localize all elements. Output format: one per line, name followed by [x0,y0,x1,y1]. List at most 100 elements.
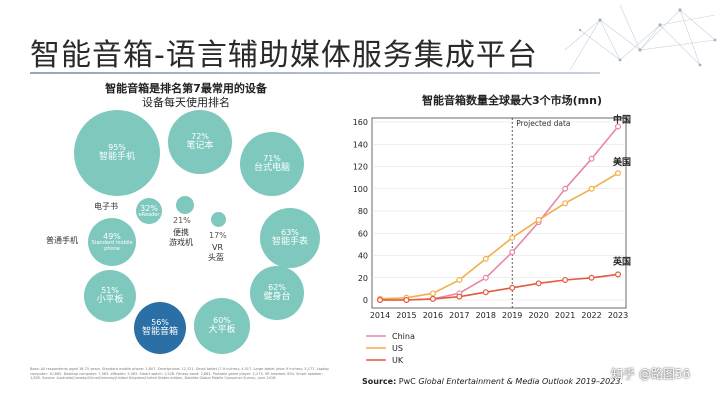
series-line-uk [380,273,619,301]
bubble-portable-console-pct: 21% [173,216,191,225]
line-chart: 0 20 40 60 80 100 120 140 160 2014 2015 2016 2017 201… [353,113,631,365]
bubble-laptop: 72% 笔记本 [168,110,232,174]
x-tick-label: 2016 [423,311,443,320]
x-tick-label: 2014 [370,311,390,320]
x-tick-label: 2015 [396,311,416,320]
data-point-us [482,255,489,262]
data-point-uk [377,297,384,304]
data-point-us [456,276,463,283]
legend-label: China [392,332,415,341]
title-divider [30,72,600,74]
series-end-label: 英国 [612,255,631,267]
data-point-uk [429,295,436,302]
data-point-us [615,170,622,177]
bubble-pct: 71% [263,154,281,164]
watermark-text: 知乎 @路图56 [611,367,691,381]
bubble-pct: 72% [191,132,209,142]
y-tick-label: 80 [358,207,368,216]
data-point-us [562,200,569,207]
data-point-uk [588,274,595,281]
label-portable-console-1: 便携 [173,228,189,237]
x-tick-label: 2021 [555,311,575,320]
x-tick-label: 2018 [476,311,496,320]
plot-frame [371,117,627,309]
bubble-pct: 51% [101,286,119,296]
label-vr-2: 头盔 [208,253,224,262]
watermark: 知乎 @路图56 [608,365,690,382]
series-line-china [380,125,619,301]
data-point-china [588,155,595,162]
legend-label: US [392,344,403,353]
series-end-label: 美国 [613,156,631,168]
data-point-china [509,249,516,256]
x-tick-label: 2020 [528,311,548,320]
data-point-uk [615,271,622,278]
device-usage-title: 智能音箱是排名第7最常用的设备 [105,82,267,95]
bubble-label: eReader [138,211,160,218]
bubble-pct: 60% [213,316,231,326]
data-point-uk [509,284,516,291]
bubble-label: 智能手表 [271,237,308,248]
legend-label: UK [392,356,404,365]
bubble-pct: 62% [268,283,286,293]
data-point-us [509,234,516,241]
bubble-fitness-band: 62% 健身台 [250,266,304,320]
survey-fine-print: Base: All respondents aged 18-75 years. … [30,367,329,381]
bubble-label: 台式电脑 [253,163,290,174]
x-tick-label: 2019 [502,311,522,320]
data-point-uk [456,293,463,300]
data-point-us [535,216,542,223]
bubble-portable-console [176,196,194,214]
data-point-uk [403,297,410,304]
y-tick-label: 0 [363,296,368,305]
data-point-uk [482,289,489,296]
y-tick-label: 20 [358,274,368,283]
source-prefix: Source: [362,377,397,386]
x-tick-label: 2022 [581,311,601,320]
bubble-label: 大平板 [208,325,236,336]
bubble-pct: 56% [151,318,169,328]
decorative-network-graphic [564,4,717,71]
data-point-china [482,274,489,281]
source-title: Global Entertainment & Media Outlook 201… [418,377,623,386]
source-org: PwC [396,377,419,386]
bubble-small-tablet: 51% 小平板 [84,270,136,322]
x-tick-label: 2023 [608,311,628,320]
y-tick-label: 100 [353,185,368,194]
bubble-label: 健身台 [263,292,291,303]
data-point-china [615,123,622,130]
chart-title: 智能音箱数量全球最大3个市场(mn) [421,94,602,107]
market-chart-panel: 智能音箱数量全球最大3个市场(mn) 0 20 40 60 80 100 120 140 160… [352,84,720,405]
bubble-pct: 32% [140,203,158,213]
y-tick-label: 40 [358,252,368,261]
series-line-us [379,172,619,300]
data-point-uk [562,276,569,283]
bubble-pct: 49% [103,231,121,241]
bubble-standard-phone: 49% Standard mobile phone [88,218,136,266]
bubble-label: 智能音箱 [141,327,178,338]
bubble-desktop: 71% 台式电脑 [240,132,304,196]
data-point-us [429,290,436,297]
bubble-pct: 63% [281,228,299,238]
label-ereader: 电子书 [94,202,118,211]
x-tick-label: 2017 [449,311,469,320]
slide-title: 智能音箱-语言辅助媒体服务集成平台 [30,38,538,73]
y-tick-label: 60 [358,229,368,238]
label-portable-console-2: 游戏机 [169,238,193,247]
bubble-smartphone: 95% 智能手机 [74,110,160,196]
bubble-label: 笔记本 [186,141,214,152]
data-point-uk [535,280,542,287]
y-tick-label: 140 [353,140,368,149]
bubble-large-tablet: 60% 大平板 [194,298,250,354]
bubble-pct: 95% [108,143,126,153]
data-point-us [588,185,595,192]
y-tick-label: 120 [353,163,368,172]
series-end-label: 中国 [613,113,631,125]
bubble-label: 小平板 [96,295,124,306]
bubble-label: Standard mobile phone [91,239,133,252]
y-tick-label: 160 [353,118,368,127]
bubble-label: 智能手机 [98,152,135,163]
device-usage-subtitle: 设备每天使用排名 [142,96,230,109]
bubble-vr-headset [211,212,226,227]
device-usage-panel: 智能音箱是排名第7最常用的设备 设备每天使用排名 95% 智能手机 72% 笔记… [28,80,344,400]
